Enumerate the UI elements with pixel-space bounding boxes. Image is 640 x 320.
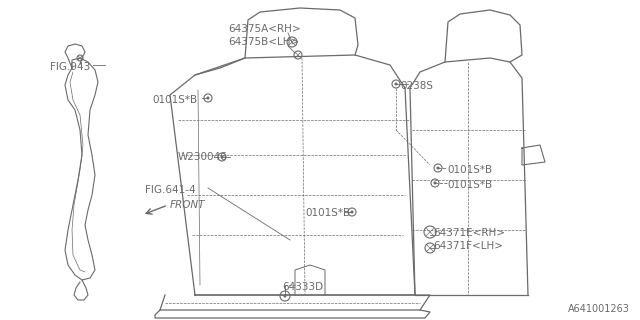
Text: W230046: W230046 xyxy=(178,152,228,162)
Text: 0238S: 0238S xyxy=(400,81,433,91)
Text: 64371E<RH>: 64371E<RH> xyxy=(433,228,505,238)
Circle shape xyxy=(221,156,223,158)
Circle shape xyxy=(207,97,209,99)
Text: A641001263: A641001263 xyxy=(568,304,630,314)
Circle shape xyxy=(351,211,353,213)
Text: FRONT: FRONT xyxy=(170,200,205,210)
Text: 0101S*B: 0101S*B xyxy=(447,165,492,175)
Circle shape xyxy=(284,295,286,297)
Text: 0101S*B: 0101S*B xyxy=(305,208,350,218)
Text: 64375B<LH>: 64375B<LH> xyxy=(228,37,300,47)
Text: FIG.943: FIG.943 xyxy=(50,62,90,72)
Circle shape xyxy=(437,167,439,169)
Text: 0101S*B: 0101S*B xyxy=(152,95,197,105)
Text: 64333D: 64333D xyxy=(282,282,323,292)
Text: 64371F<LH>: 64371F<LH> xyxy=(433,241,503,251)
Circle shape xyxy=(434,182,436,184)
Text: FIG.641-4: FIG.641-4 xyxy=(145,185,196,195)
Circle shape xyxy=(395,83,397,85)
Text: 64375A<RH>: 64375A<RH> xyxy=(228,24,301,34)
Text: 0101S*B: 0101S*B xyxy=(447,180,492,190)
